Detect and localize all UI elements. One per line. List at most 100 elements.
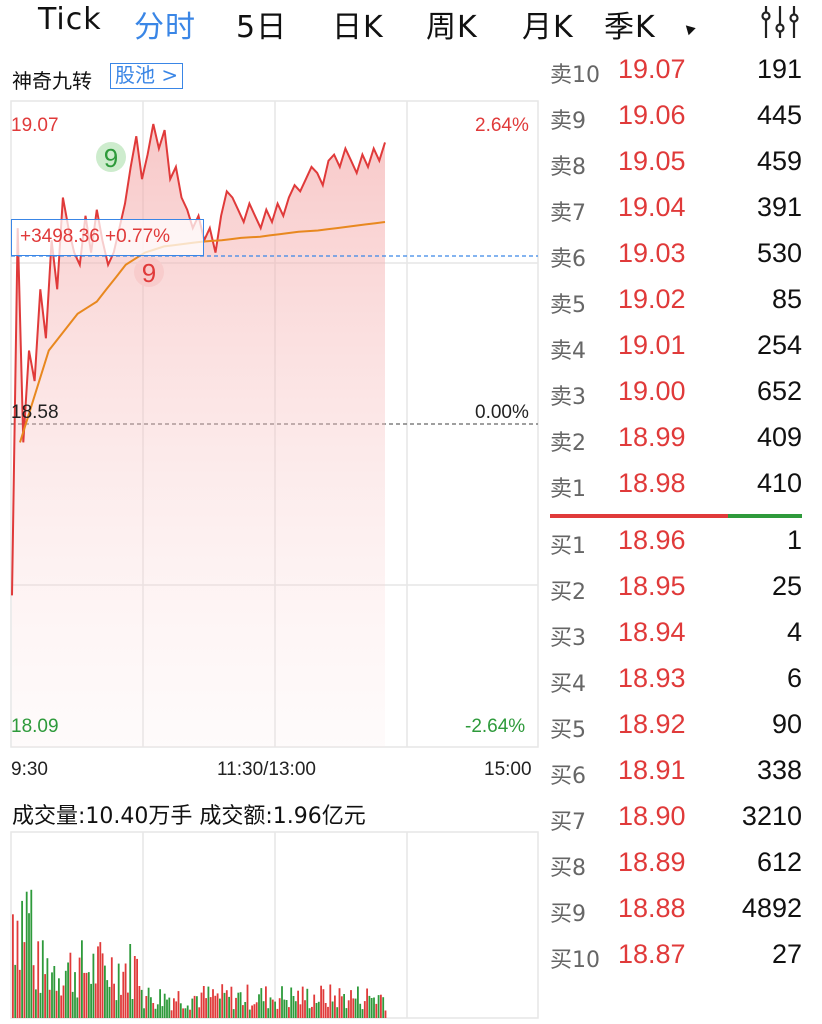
bid-volume: 3210 [741,801,802,831]
ask-row[interactable]: 卖10 19.07 191 [550,51,806,97]
bid-row[interactable]: 买5 18.92 90 [550,706,806,752]
ask-price: 19.06 [618,100,686,130]
bid-level-label: 买8 [550,856,586,881]
bid-price: 18.89 [618,847,686,877]
bid-row[interactable]: 买9 18.88 4892 [550,890,806,936]
volume-bar [78,957,81,1018]
volume-bar [230,986,233,1018]
volume-bar [145,996,148,1018]
volume-bar [320,985,322,1018]
bid-row[interactable]: 买7 18.90 3210 [550,798,806,844]
ask-level-label: 卖1 [550,477,586,502]
volume-bar [159,989,161,1018]
volume-bar [117,963,120,1018]
ask-row[interactable]: 卖2 18.99 409 [550,419,806,465]
bid-price: 18.96 [618,525,686,555]
order-book-divider-green [728,514,802,518]
tab-tick[interactable]: Tick [38,2,102,37]
volume-bar [104,965,106,1018]
ask-volume: 409 [756,422,802,452]
volume-bar [76,997,79,1018]
volume-bar [327,1006,329,1018]
bid-row[interactable]: 买2 18.95 25 [550,568,806,614]
stock-pool-link[interactable]: 股池 > [110,63,184,89]
tab-week-k[interactable]: 周K [426,10,478,45]
volume-bar [324,1003,327,1018]
bid-row[interactable]: 买3 18.94 4 [550,614,806,660]
volume-bar [97,946,99,1018]
nine-turn-bottom-label: 9 [142,258,156,288]
volume-bar [106,980,109,1018]
volume-bar [87,972,90,1018]
ask-price: 19.00 [618,376,686,406]
tab-day-k[interactable]: 日K [332,10,384,45]
ask-row[interactable]: 卖4 19.01 254 [550,327,806,373]
volume-bar [200,992,203,1018]
bid-row[interactable]: 买10 18.87 27 [550,936,806,982]
sliders-icon[interactable] [758,4,802,40]
bid-volume: 4 [786,617,802,647]
ask-row[interactable]: 卖5 19.02 85 [550,281,806,327]
ask-row[interactable]: 卖1 18.98 410 [550,465,806,511]
tab-season-k[interactable]: 季K [604,10,656,45]
volume-bar [363,1001,366,1018]
ask-row[interactable]: 卖3 19.00 652 [550,373,806,419]
ask-price: 19.07 [618,54,686,84]
volume-bar [99,942,102,1018]
volume-bar [71,991,74,1018]
bid-volume: 90 [771,709,802,739]
volume-bar [269,997,272,1018]
volume-bar [92,953,95,1018]
crosshair-tooltip: +3498.36 +0.77% [11,219,204,256]
volume-bar [294,1001,297,1018]
ask-level-label: 卖3 [550,385,586,410]
volume-bar [37,941,40,1018]
ask-row[interactable]: 卖6 19.03 530 [550,235,806,281]
volume-bar [143,1008,145,1018]
time-end-label: 15:00 [484,759,532,780]
indicator-name: 神奇九转 [12,69,92,93]
volume-bar [94,983,97,1018]
bid-row[interactable]: 买6 18.91 338 [550,752,806,798]
ask-volume: 459 [756,146,802,176]
volume-bar [297,990,299,1018]
volume-bar [214,995,217,1018]
volume-bar [331,1001,334,1018]
price-area-fill [12,124,385,747]
ask-volume: 410 [756,468,802,498]
bid-row[interactable]: 买1 18.96 1 [550,522,806,568]
volume-bar [361,1009,364,1018]
volume-bar [51,972,53,1018]
volume-bar [292,996,295,1018]
volume-bar [228,996,230,1018]
volume-bar [359,1003,362,1018]
volume-bar [283,999,286,1018]
volume-bar [384,1010,387,1018]
bid-price: 18.90 [618,801,686,831]
volume-bar [39,992,42,1018]
volume-bar [260,988,263,1018]
volume-bar [366,988,368,1018]
bid-price: 18.91 [618,755,686,785]
ask-price: 18.98 [618,468,686,498]
volume-bar [64,970,67,1018]
ask-row[interactable]: 卖9 19.06 445 [550,97,806,143]
volume-bar [122,971,125,1018]
bid-volume: 338 [756,755,802,785]
bid-level-label: 买3 [550,626,586,651]
bid-row[interactable]: 买8 18.89 612 [550,844,806,890]
tab-month-k[interactable]: 月K [522,10,574,45]
volume-bar [246,984,249,1018]
tab-intraday[interactable]: 分时 [134,10,196,45]
volume-bar [138,986,141,1018]
tab-5day[interactable]: 5日 [236,10,288,45]
ask-row[interactable]: 卖7 19.04 391 [550,189,806,235]
pct-low-label: -2.64% [465,716,526,737]
bid-row[interactable]: 买4 18.93 6 [550,660,806,706]
volume-bar [115,1000,118,1018]
ask-volume: 391 [756,192,802,222]
volume-bar [85,972,88,1018]
ask-level-label: 卖8 [550,155,586,180]
ask-row[interactable]: 卖8 19.05 459 [550,143,806,189]
